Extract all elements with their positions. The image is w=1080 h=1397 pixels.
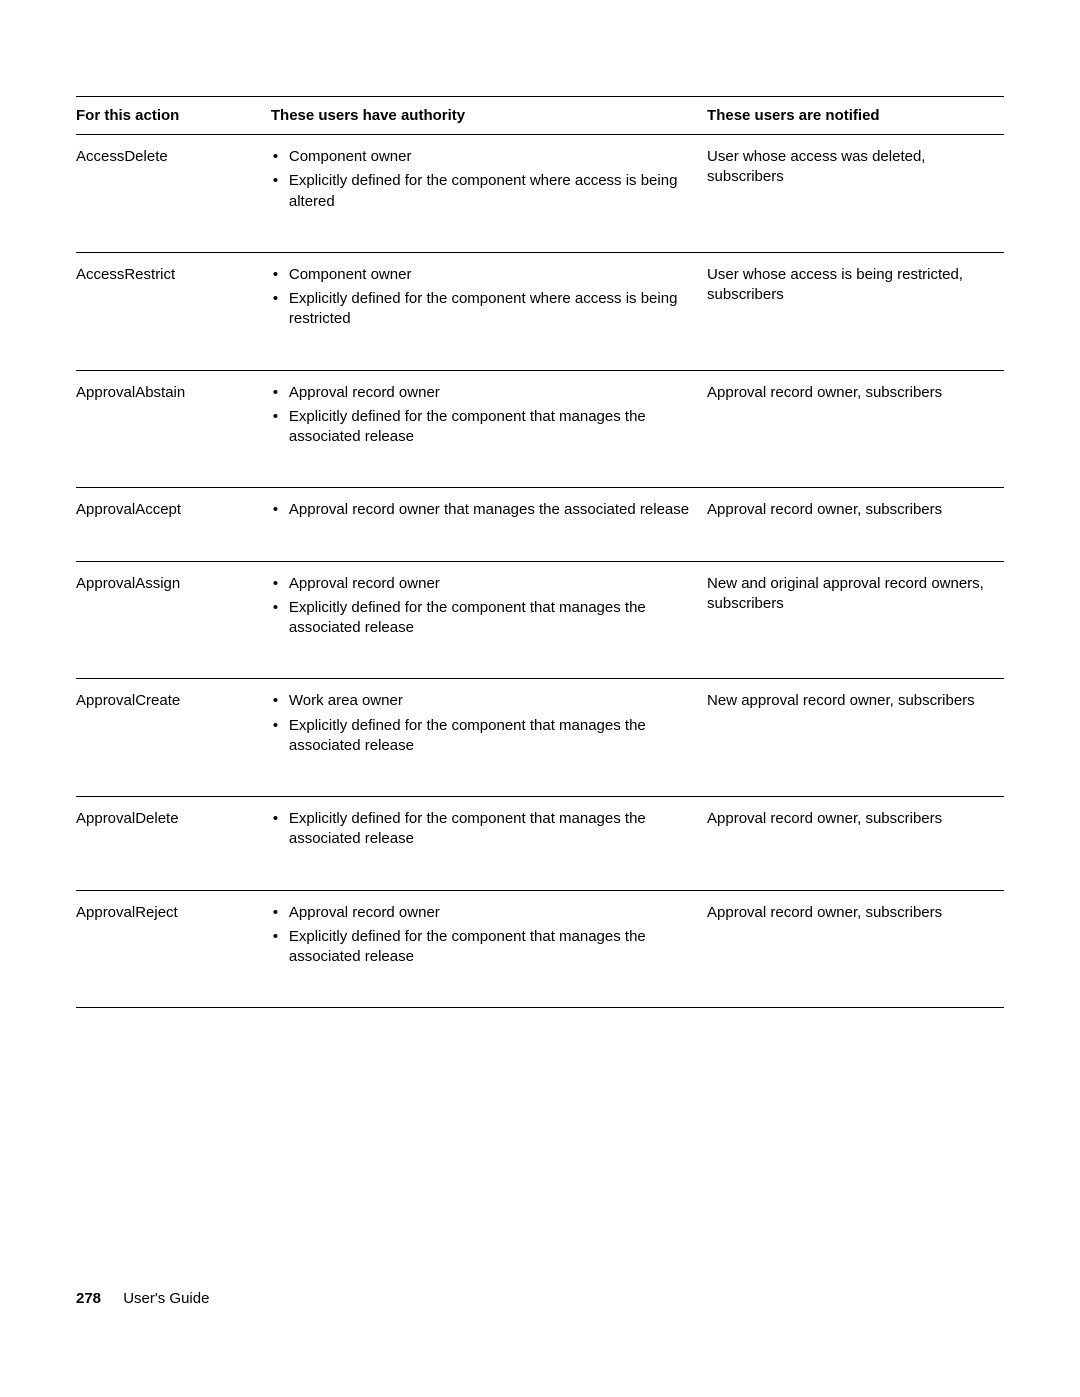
page-number: 278 [76,1290,101,1307]
cell-notified: User whose access is being restricted, s… [707,252,1004,370]
cell-authority: Explicitly defined for the component tha… [271,797,707,891]
authority-item: Approval record owner that manages the a… [271,500,699,520]
cell-authority: Component owner Explicitly defined for th… [271,252,707,370]
table-row: AccessDeleteComponent owner Explicitly de… [76,135,1004,253]
cell-action: ApprovalDelete [76,797,271,891]
authority-item: Explicitly defined for the component tha… [271,716,699,757]
cell-notified: New and original approval record owners,… [707,561,1004,679]
cell-action: ApprovalReject [76,890,271,1008]
table-row: ApprovalAssignApproval record owner Expli… [76,561,1004,679]
table-row: ApprovalCreateWork area owner Explicitly … [76,679,1004,797]
table-body: AccessDeleteComponent owner Explicitly de… [76,135,1004,1008]
table-header-row: For this action These users have authori… [76,97,1004,135]
cell-authority: Approval record owner Explicitly defined … [271,370,707,488]
authority-list: Work area owner Explicitly defined for th… [271,691,699,756]
table-row: ApprovalAbstainApproval record owner Expl… [76,370,1004,488]
authority-item: Explicitly defined for the component whe… [271,289,699,330]
authority-item: Approval record owner [271,574,699,594]
authority-list: Approval record owner that manages the a… [271,500,699,520]
cell-authority: Component owner Explicitly defined for th… [271,135,707,253]
authority-item: Explicitly defined for the component tha… [271,407,699,448]
cell-authority: Work area owner Explicitly defined for th… [271,679,707,797]
authority-item: Component owner [271,265,699,285]
cell-authority: Approval record owner that manages the a… [271,488,707,561]
cell-action: AccessDelete [76,135,271,253]
authority-item: Explicitly defined for the component tha… [271,598,699,639]
authority-list: Component owner Explicitly defined for th… [271,147,699,212]
authority-item: Explicitly defined for the component tha… [271,809,699,850]
authority-list: Component owner Explicitly defined for th… [271,265,699,330]
cell-notified: Approval record owner, subscribers [707,797,1004,891]
authority-list: Approval record owner Explicitly defined … [271,574,699,639]
cell-action: ApprovalAssign [76,561,271,679]
cell-notified: User whose access was deleted, subscribe… [707,135,1004,253]
authority-item: Explicitly defined for the component whe… [271,171,699,212]
authority-table: For this action These users have authori… [76,96,1004,1008]
table-row: ApprovalAcceptApproval record owner that… [76,488,1004,561]
header-authority: These users have authority [271,97,707,135]
doc-title: User's Guide [123,1290,209,1307]
cell-notified: Approval record owner, subscribers [707,890,1004,1008]
authority-item: Explicitly defined for the component tha… [271,927,699,968]
authority-list: Approval record owner Explicitly defined … [271,383,699,448]
cell-authority: Approval record owner Explicitly defined … [271,890,707,1008]
cell-action: ApprovalCreate [76,679,271,797]
cell-notified: Approval record owner, subscribers [707,488,1004,561]
authority-item: Approval record owner [271,903,699,923]
authority-item: Work area owner [271,691,699,711]
table-row: ApprovalDeleteExplicitly defined for the… [76,797,1004,891]
header-action: For this action [76,97,271,135]
cell-action: AccessRestrict [76,252,271,370]
table-row: AccessRestrictComponent owner Explicitly … [76,252,1004,370]
authority-item: Component owner [271,147,699,167]
cell-authority: Approval record owner Explicitly defined … [271,561,707,679]
header-notified: These users are notified [707,97,1004,135]
cell-action: ApprovalAbstain [76,370,271,488]
authority-list: Approval record owner Explicitly defined … [271,903,699,968]
cell-notified: Approval record owner, subscribers [707,370,1004,488]
authority-list: Explicitly defined for the component tha… [271,809,699,850]
authority-item: Approval record owner [271,383,699,403]
page-footer: 278 User's Guide [76,1290,209,1307]
page-content: For this action These users have authori… [0,0,1080,1008]
cell-action: ApprovalAccept [76,488,271,561]
cell-notified: New approval record owner, subscribers [707,679,1004,797]
table-row: ApprovalRejectApproval record owner Expli… [76,890,1004,1008]
